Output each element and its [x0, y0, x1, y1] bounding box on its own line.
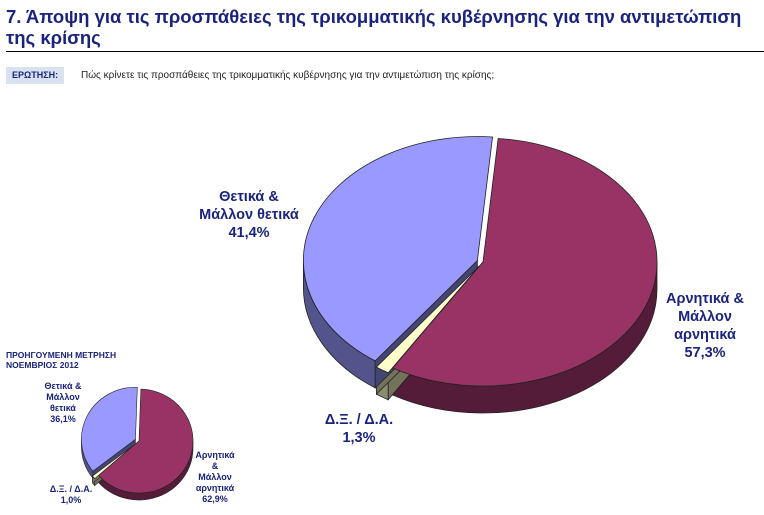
previous-pie-chart — [81, 386, 194, 501]
slice-label-negative: Αρνητικά & Μάλλον αρνητικά 62,9% — [195, 450, 235, 504]
slice-label-negative: Αρνητικά & Μάλλον αρνητικά 57,3% — [666, 291, 744, 361]
previous-heading-line1: ΠΡΟΗΓΟΥΜΕΝΗ ΜΕΤΡΗΣΗ — [6, 350, 117, 360]
question-tag: ΕΡΩΤΗΣΗ: — [6, 67, 65, 84]
pie-slice-negative — [392, 138, 658, 387]
pie-slice-positive — [81, 386, 138, 472]
question-text: Πώς κρίνετε τις προσπάθειες της τρικομμα… — [81, 70, 495, 81]
pie-slice-dk — [375, 266, 479, 374]
pie-slice-positive — [302, 136, 493, 362]
previous-pie-labels: Αρνητικά & Μάλλον αρνητικά 62,9% Δ.Ξ. / Δ.Α. 1… — [44, 381, 235, 505]
page-title: 7. Άποψη για τις προσπάθειες της τρικομμ… — [6, 6, 742, 48]
previous-heading-line2: ΝΟΕΜΒΡΙΟΣ 2012 — [6, 360, 79, 370]
slice-label-positive: Θετικά & Μάλλον θετικά 36,1% — [44, 381, 82, 424]
pie-slice-dk — [92, 443, 136, 479]
slice-label-dk: Δ.Ξ. / Δ.Α. 1,0% — [50, 484, 92, 505]
pie-slice-negative — [98, 388, 194, 494]
previous-measurement-heading: ΠΡΟΗΓΟΥΜΕΝΗ ΜΕΤΡΗΣΗ ΝΟΕΜΒΡΙΟΣ 2012 — [6, 350, 116, 370]
slice-label-dk: Δ.Ξ. / Δ.Α. 1,3% — [325, 412, 393, 446]
main-pie-labels: Αρνητικά & Μάλλον αρνητικά 57,3% Δ.Ξ. / Δ.Α.… — [199, 189, 744, 446]
main-pie-chart — [302, 136, 658, 414]
slice-label-positive: Θετικά & Μάλλον θετικά 41,4% — [199, 189, 299, 241]
title-divider — [6, 51, 764, 52]
